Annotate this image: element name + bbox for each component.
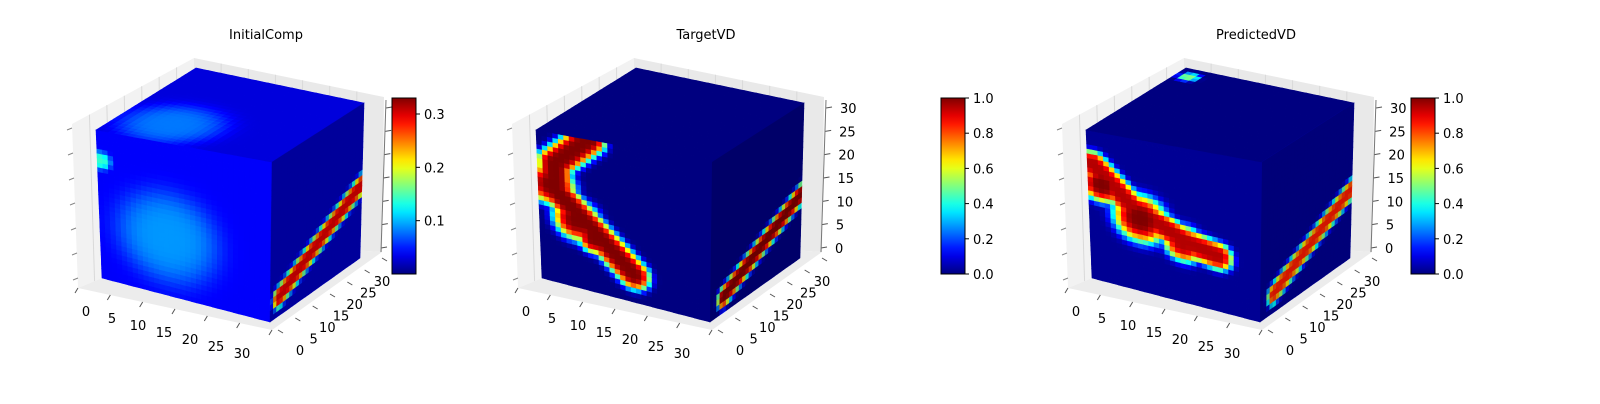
x-tick-label: 20 bbox=[182, 333, 199, 348]
colorbar-tick-label: 0.0 bbox=[1443, 268, 1464, 283]
y-tick-label: 0 bbox=[736, 344, 744, 359]
y-tick-label: 30 bbox=[1364, 275, 1381, 290]
x-tick-label: 20 bbox=[622, 333, 639, 348]
z-tick-label: 25 bbox=[1389, 125, 1406, 140]
z-tick-label: 30 bbox=[1390, 102, 1407, 117]
x-tick-label: 25 bbox=[208, 340, 225, 355]
colorbar-tick-label: 0.6 bbox=[1443, 162, 1464, 177]
x-tick-label: 25 bbox=[1198, 340, 1215, 355]
colorbar-tick-label: 0.4 bbox=[1443, 198, 1464, 213]
z-tick-label: 30 bbox=[840, 102, 857, 117]
x-tick-label: 5 bbox=[108, 312, 116, 327]
colorbar-tick-label: 0.0 bbox=[973, 268, 994, 283]
colorbar: 0.0 0.2 0.4 0.6 0.8 1.0 bbox=[941, 92, 994, 283]
z-tick-label: 5 bbox=[836, 219, 844, 234]
x-tick-label: 15 bbox=[596, 326, 613, 341]
y-tick-label: 30 bbox=[374, 275, 391, 290]
y-tick-label: 30 bbox=[814, 275, 831, 290]
z-tick-label: 15 bbox=[1388, 172, 1405, 187]
x-tick-label: 5 bbox=[1098, 312, 1106, 327]
z-tick-label: 5 bbox=[1386, 219, 1394, 234]
x-tick-label: 0 bbox=[522, 305, 530, 320]
colorbar-gradient bbox=[392, 98, 416, 274]
colorbar-gradient bbox=[941, 98, 965, 274]
x-tick-label: 10 bbox=[130, 319, 147, 334]
z-tick-label: 10 bbox=[1387, 195, 1404, 210]
colorbar: 0.1 0.2 0.3 bbox=[392, 98, 445, 274]
y-tick-label: 5 bbox=[1300, 333, 1308, 348]
colorbar-tick-label: 1.0 bbox=[973, 92, 994, 107]
subplot-title: InitialComp bbox=[229, 28, 303, 43]
y-tick-label: 0 bbox=[1286, 344, 1294, 359]
x-tick-label: 30 bbox=[234, 347, 251, 362]
x-tick-label: 15 bbox=[156, 326, 173, 341]
x-tick-label: 10 bbox=[1120, 319, 1137, 334]
x-tick-label: 25 bbox=[648, 340, 665, 355]
colorbar-tick-label: 0.8 bbox=[973, 127, 994, 142]
y-tick-label: 0 bbox=[296, 344, 304, 359]
z-tick-label: 15 bbox=[838, 172, 855, 187]
colorbar-gradient bbox=[1411, 98, 1435, 274]
subplot-title: PredictedVD bbox=[1216, 28, 1296, 43]
x-tick-label: 20 bbox=[1172, 333, 1189, 348]
x-tick-label: 30 bbox=[674, 347, 691, 362]
colorbar-tick-label: 0.6 bbox=[973, 162, 994, 177]
z-tick-label: 25 bbox=[839, 125, 856, 140]
x-tick-label: 30 bbox=[1224, 347, 1241, 362]
colorbar-tick-label: 0.3 bbox=[424, 108, 445, 123]
subplot-title: TargetVD bbox=[675, 28, 735, 43]
x-tick-label: 0 bbox=[82, 305, 90, 320]
colorbar-tick-label: 0.1 bbox=[424, 215, 445, 230]
x-tick-label: 0 bbox=[1072, 305, 1080, 320]
x-tick-label: 15 bbox=[1146, 326, 1163, 341]
z-tick-label: 20 bbox=[838, 149, 855, 164]
x-tick-label: 10 bbox=[570, 319, 587, 334]
y-tick-label: 5 bbox=[310, 333, 318, 348]
colorbar-tick-label: 0.8 bbox=[1443, 127, 1464, 142]
z-tick-label: 10 bbox=[837, 195, 854, 210]
z-tick-label: 20 bbox=[1388, 149, 1405, 164]
x-tick-label: 5 bbox=[548, 312, 556, 327]
colorbar: 0.0 0.2 0.4 0.6 0.8 1.0 bbox=[1411, 92, 1464, 283]
y-tick-label: 5 bbox=[750, 333, 758, 348]
colorbar-tick-label: 0.2 bbox=[1443, 233, 1464, 248]
colorbar-tick-label: 1.0 bbox=[1443, 92, 1464, 107]
colorbar-tick-label: 0.2 bbox=[973, 233, 994, 248]
colorbar-tick-label: 0.2 bbox=[424, 161, 445, 176]
colorbar-tick-label: 0.4 bbox=[973, 198, 994, 213]
z-tick-label: 0 bbox=[1385, 242, 1393, 257]
z-tick-label: 0 bbox=[835, 242, 843, 257]
